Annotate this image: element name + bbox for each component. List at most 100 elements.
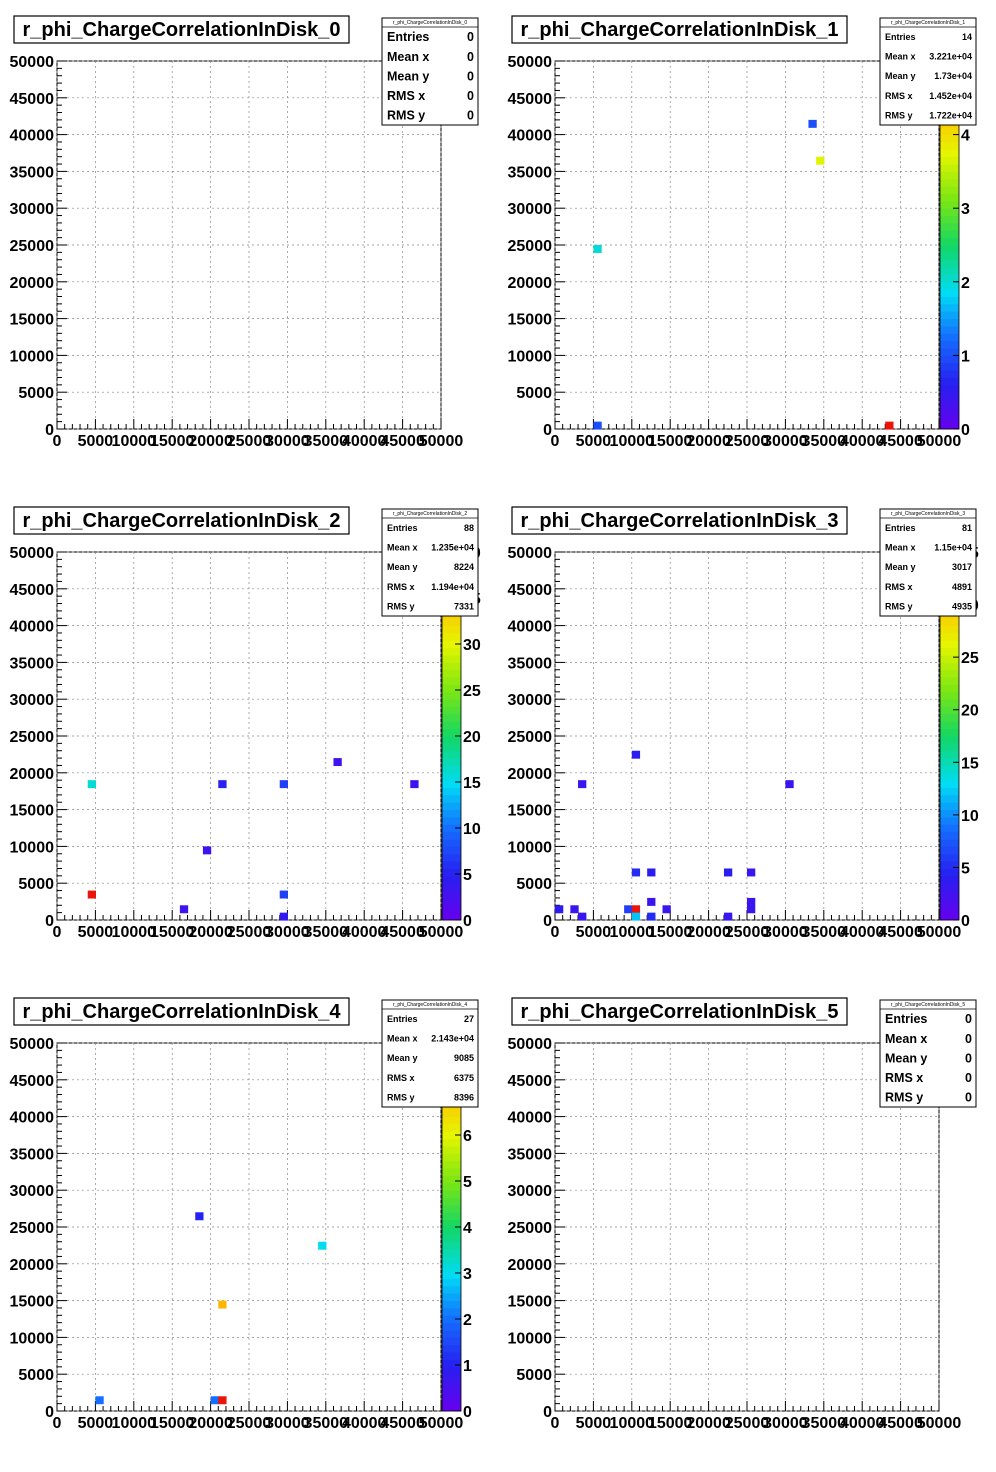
- palette-tick-label: 15: [463, 775, 481, 792]
- palette-cell: [442, 890, 461, 899]
- palette-tick-label: 30: [463, 637, 481, 654]
- palette-cell: [442, 669, 461, 678]
- y-tick-label: 5000: [18, 385, 54, 402]
- stats-label: Mean x: [387, 1034, 418, 1044]
- palette-cell: [442, 699, 461, 707]
- x-tick-label: 45000: [380, 433, 425, 450]
- stats-value: 14: [962, 32, 972, 42]
- y-tick-label: 50000: [10, 1036, 55, 1053]
- y-tick-label: 0: [543, 422, 552, 439]
- palette-cell: [442, 780, 461, 788]
- chart-panel-2: 0 500010000150002000025000300003500040000…: [10, 506, 481, 941]
- palette-tick-label: 25: [961, 650, 979, 667]
- x-tick-label: 45000: [878, 433, 923, 450]
- palette-cell: [442, 1256, 461, 1265]
- palette-cell: [442, 897, 461, 906]
- palette-cell: [940, 296, 959, 305]
- stats-value: 0: [467, 109, 474, 123]
- palette-cell: [940, 809, 959, 818]
- palette-cell: [940, 193, 959, 202]
- palette-tick-label: 1: [463, 1358, 472, 1375]
- x-tick-label: 45000: [878, 924, 923, 941]
- stats-label: RMS x: [885, 582, 913, 592]
- stats-value: 8224: [454, 562, 474, 572]
- palette-cell: [442, 1359, 461, 1368]
- palette-cell: [442, 1241, 461, 1250]
- palette-cell: [442, 684, 461, 693]
- x-tick-label: 5000: [78, 924, 114, 941]
- palette-cell: [940, 684, 959, 693]
- y-tick-label: 10000: [508, 1330, 553, 1347]
- x-tick-label: 30000: [763, 433, 808, 450]
- x-tick-label: 0: [53, 433, 62, 450]
- stats-label: RMS y: [885, 1091, 923, 1105]
- y-tick-label: 30000: [508, 1183, 553, 1200]
- palette-cell: [442, 743, 461, 752]
- chart-title-box: [511, 506, 848, 535]
- stats-title: r_phi_ChargeCorrelationInDisk_1: [891, 20, 965, 26]
- palette-cell: [442, 1227, 461, 1235]
- y-tick-label: 30000: [508, 201, 553, 218]
- x-tick-label: 20000: [686, 433, 731, 450]
- palette-cell: [442, 1168, 461, 1176]
- palette-cell: [442, 912, 461, 921]
- x-tick-label: 40000: [840, 433, 885, 450]
- x-tick-label: 0: [551, 1415, 560, 1432]
- x-tick-label: 50000: [419, 924, 464, 941]
- palette-cell: [940, 333, 959, 342]
- palette-cell: [940, 325, 959, 334]
- palette-cell: [940, 647, 959, 656]
- palette-cell: [442, 1337, 461, 1346]
- stats-value: 1.722e+04: [929, 110, 972, 120]
- y-tick-label: 20000: [508, 766, 553, 783]
- palette-cell: [442, 750, 461, 759]
- y-tick-label: 10000: [508, 348, 553, 365]
- y-tick-label: 35000: [10, 655, 55, 672]
- palette-tick-label: 20: [961, 703, 979, 720]
- data-cell: [631, 868, 641, 877]
- x-tick-label: 10000: [610, 433, 655, 450]
- stats-label: RMS y: [885, 601, 913, 611]
- palette-cell: [442, 758, 461, 766]
- palette-tick-label: 10: [961, 808, 979, 825]
- palette-tick-label: 4: [961, 128, 970, 145]
- palette-cell: [442, 1182, 461, 1191]
- y-tick-label: 35000: [10, 164, 55, 181]
- stats-value: 0: [965, 1012, 972, 1026]
- stats-box: [381, 508, 479, 617]
- stats-box: [879, 508, 977, 617]
- palette-cell: [940, 728, 959, 737]
- x-tick-label: 35000: [304, 433, 349, 450]
- y-tick-label: 0: [543, 913, 552, 930]
- stats-label: RMS x: [387, 582, 415, 592]
- chart-panel-3: 0 500010000150002000025000300003500040000…: [508, 506, 979, 941]
- x-tick-label: 15000: [648, 924, 693, 941]
- y-tick-label: 15000: [10, 312, 55, 329]
- palette-cell: [442, 875, 461, 884]
- palette-cell: [940, 392, 959, 400]
- y-tick-label: 5000: [516, 876, 552, 893]
- data-cell: [410, 780, 419, 789]
- y-tick-label: 50000: [508, 1036, 553, 1053]
- chart-title-box: [511, 997, 848, 1026]
- data-cell: [195, 1212, 204, 1221]
- stats-label: RMS x: [885, 91, 913, 101]
- x-tick-label: 15000: [648, 1415, 693, 1432]
- y-tick-label: 10000: [10, 348, 55, 365]
- palette-cell: [442, 1293, 461, 1301]
- x-tick-label: 35000: [304, 924, 349, 941]
- stats-value: 7331: [454, 601, 474, 611]
- palette-cell: [442, 677, 461, 685]
- y-tick-label: 50000: [508, 54, 553, 71]
- data-cell: [333, 758, 342, 767]
- stats-box: [381, 999, 479, 1108]
- x-tick-label: 5000: [78, 433, 114, 450]
- palette-cell: [442, 824, 461, 833]
- palette-cell: [940, 318, 959, 327]
- palette-cell: [442, 625, 461, 634]
- data-cell: [723, 868, 733, 877]
- palette-cell: [442, 816, 461, 825]
- chart-title-box: [13, 15, 350, 44]
- y-tick-label: 25000: [508, 1220, 553, 1237]
